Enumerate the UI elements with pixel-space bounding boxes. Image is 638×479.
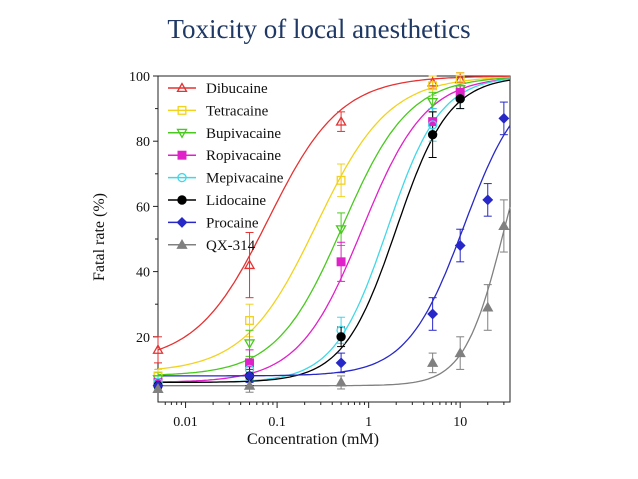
legend-label: QX-314 bbox=[206, 238, 256, 254]
slide-title: Toxicity of local anesthetics bbox=[167, 14, 471, 44]
y-tick-label: 80 bbox=[136, 135, 150, 150]
point-lidocaine bbox=[427, 129, 438, 140]
fit-curve-tetracaine bbox=[157, 76, 511, 370]
fit-curve-ropivacaine bbox=[158, 78, 511, 383]
point-dibucaine bbox=[243, 259, 256, 270]
point-qx-314 bbox=[482, 301, 494, 312]
legend-marker bbox=[177, 105, 187, 115]
point-dibucaine bbox=[152, 344, 164, 354]
fit-curve-dibucaine bbox=[157, 75, 510, 351]
point-ropivacaine bbox=[245, 358, 255, 368]
point-tetracaine bbox=[336, 175, 346, 185]
point-bupivacaine bbox=[335, 225, 347, 236]
y-axis-label: Fatal rate (%) bbox=[91, 193, 108, 281]
point-lidocaine bbox=[455, 94, 465, 104]
point-qx-314 bbox=[427, 357, 439, 367]
fit-curve-procaine bbox=[158, 125, 511, 377]
point-procaine bbox=[335, 357, 347, 369]
point-procaine bbox=[498, 112, 510, 124]
point-procaine bbox=[454, 240, 466, 251]
point-bupivacaine bbox=[427, 98, 439, 108]
error-bars bbox=[154, 72, 508, 393]
point-qx-314 bbox=[243, 379, 256, 390]
y-tick-label: 20 bbox=[136, 331, 150, 346]
x-tick-label: 0.01 bbox=[173, 415, 198, 430]
point-qx-314 bbox=[498, 220, 510, 230]
chart-axes: 20 40 60 80 100 0.01 0.1 1 10 bbox=[129, 70, 511, 430]
fit-curve-bupivacaine bbox=[157, 77, 511, 376]
point-bupivacaine bbox=[243, 339, 256, 350]
legend-marker bbox=[176, 238, 188, 249]
chart-legend: Dibucaine Tetracaine Bupivacaine Ropivacain… bbox=[168, 81, 284, 254]
point-tetracaine bbox=[245, 316, 255, 325]
legend-marker bbox=[177, 172, 187, 183]
point-ropivacaine bbox=[336, 257, 346, 267]
x-tick-label: 1 bbox=[365, 415, 372, 430]
y-tick-label: 40 bbox=[136, 266, 150, 281]
legend-label: Tetracaine bbox=[206, 103, 269, 119]
point-tetracaine bbox=[428, 81, 438, 91]
fit-curves bbox=[157, 75, 511, 387]
point-tetracaine bbox=[455, 74, 465, 84]
y-tick-label: 60 bbox=[136, 200, 150, 215]
point-mepivacaine bbox=[427, 120, 438, 130]
legend-label: Procaine bbox=[206, 215, 259, 231]
x-tick-label: 10 bbox=[453, 415, 467, 430]
point-qx-314 bbox=[335, 376, 347, 387]
legend-label: Mepivacaine bbox=[206, 171, 284, 187]
point-dibucaine bbox=[335, 115, 347, 126]
point-qx-314 bbox=[152, 383, 164, 393]
legend-label: Lidocaine bbox=[206, 193, 266, 209]
legend-marker bbox=[177, 150, 187, 160]
legend-marker bbox=[176, 216, 188, 228]
legend-label: Dibucaine bbox=[206, 81, 268, 97]
point-ropivacaine bbox=[428, 117, 438, 127]
point-procaine bbox=[482, 194, 494, 206]
fit-curve-lidocaine bbox=[158, 79, 511, 384]
legend-label: Bupivacaine bbox=[206, 126, 281, 142]
legend-marker bbox=[177, 195, 187, 205]
x-axis-label: Concentration (mM) bbox=[247, 431, 379, 448]
point-procaine bbox=[427, 308, 439, 320]
fit-curve-qx-314 bbox=[158, 207, 511, 387]
legend-label: Ropivacaine bbox=[206, 148, 281, 164]
x-tick-label: 0.1 bbox=[268, 415, 286, 430]
y-tick-label: 100 bbox=[129, 70, 150, 85]
legend-marker bbox=[176, 128, 188, 139]
data-markers bbox=[152, 73, 510, 393]
point-qx-314 bbox=[454, 347, 466, 358]
legend-marker bbox=[176, 82, 188, 93]
point-lidocaine bbox=[336, 332, 346, 342]
